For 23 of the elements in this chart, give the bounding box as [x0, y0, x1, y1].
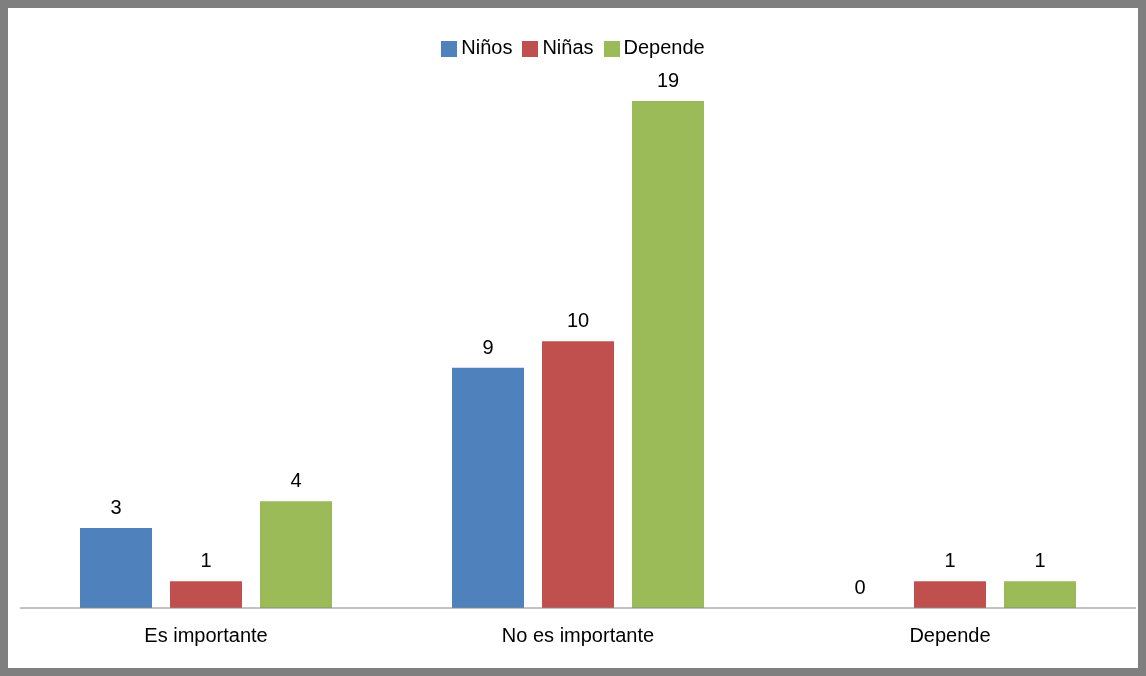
data-label: 9 — [482, 335, 494, 358]
data-label: 19 — [656, 69, 680, 91]
bar — [170, 581, 242, 608]
bar — [632, 101, 704, 608]
data-label: 1 — [1034, 549, 1046, 572]
bar — [452, 367, 524, 608]
legend-label: Depende — [623, 36, 705, 58]
data-label: 4 — [290, 469, 302, 492]
legend-label: Niñas — [542, 36, 594, 58]
bar — [1004, 581, 1076, 608]
data-label: 1 — [944, 549, 956, 572]
bar — [914, 581, 986, 608]
x-tick-label: No es importante — [501, 624, 655, 647]
bar — [542, 341, 614, 608]
x-tick-label: Es importante — [144, 624, 268, 647]
data-label: 10 — [566, 309, 590, 332]
legend-label: Niños — [461, 36, 513, 58]
data-label: 0 — [854, 575, 866, 598]
data-label: 1 — [200, 549, 212, 572]
bar — [80, 527, 152, 608]
bar — [260, 501, 332, 608]
x-tick-label: Depende — [909, 624, 991, 647]
data-label: 3 — [110, 495, 122, 518]
